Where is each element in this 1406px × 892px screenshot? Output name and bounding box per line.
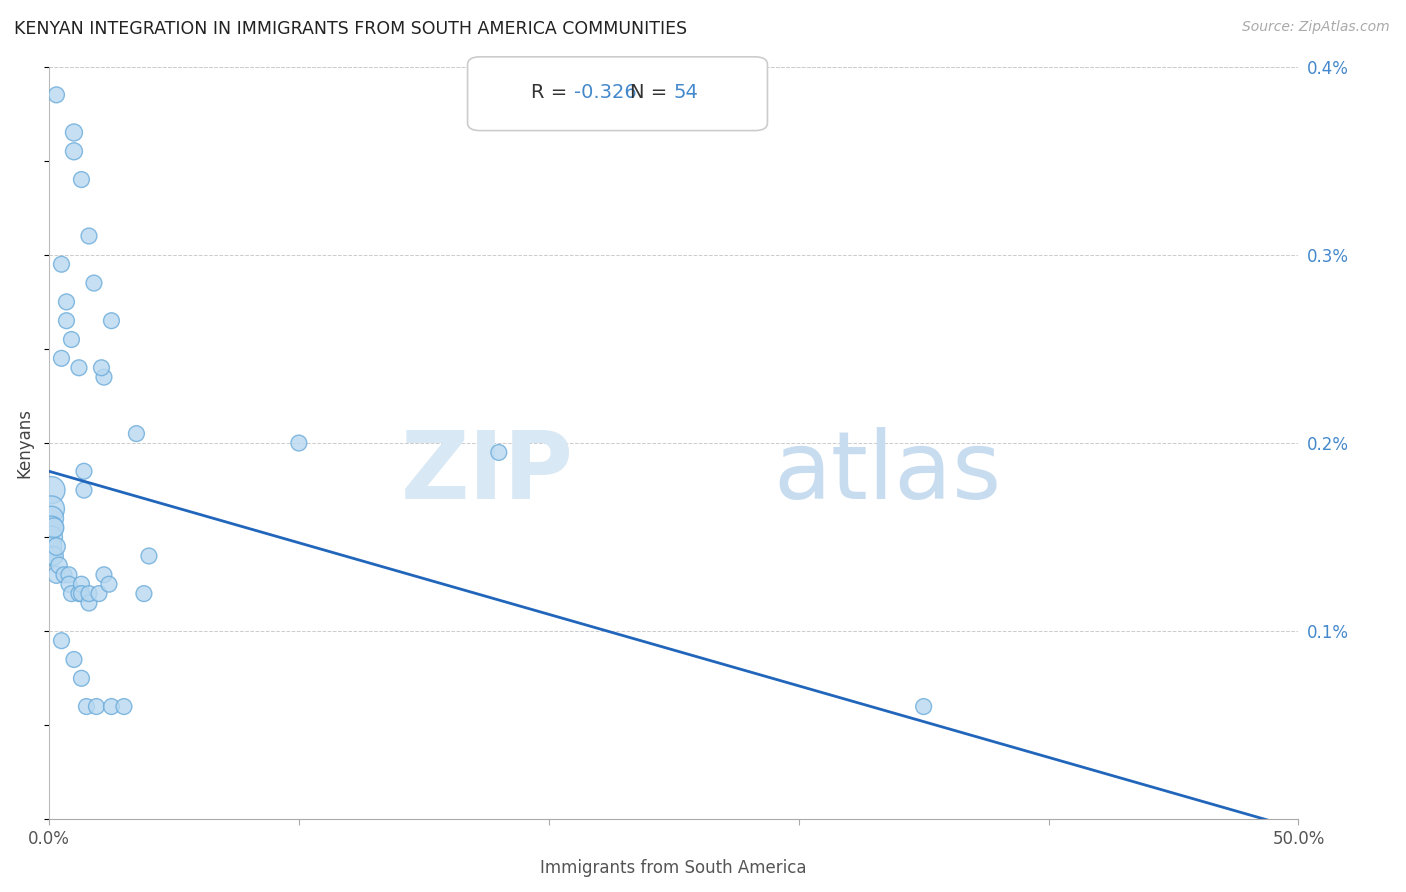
Point [45, 540, 67, 554]
Point [55, 294, 77, 309]
Y-axis label: Kenyans: Kenyans [15, 408, 32, 478]
Point [42, 521, 65, 535]
Text: atlas: atlas [773, 427, 1002, 519]
Point [288, 436, 311, 450]
Point [51, 633, 73, 648]
Point [75, 699, 97, 714]
Point [58, 577, 80, 591]
Text: Source: ZipAtlas.com: Source: ZipAtlas.com [1241, 20, 1389, 34]
Point [52, 567, 75, 582]
Point [90, 360, 112, 375]
Point [488, 445, 510, 459]
Text: ZIP: ZIP [401, 427, 574, 519]
Text: -0.326: -0.326 [574, 84, 637, 103]
Point [67, 360, 90, 375]
Point [51, 257, 73, 271]
Point [77, 229, 100, 244]
Point [51, 351, 73, 366]
Point [112, 699, 135, 714]
Point [60, 333, 83, 347]
Text: 54: 54 [673, 84, 699, 103]
Point [70, 671, 93, 685]
Point [132, 586, 155, 600]
Point [63, 145, 86, 159]
Point [42, 549, 65, 563]
Point [67, 586, 90, 600]
Point [41, 483, 63, 497]
Point [41, 511, 63, 525]
Point [63, 652, 86, 666]
Point [58, 567, 80, 582]
Point [93, 567, 115, 582]
Point [70, 577, 93, 591]
Point [41, 549, 63, 563]
Point [45, 87, 67, 102]
Point [87, 586, 110, 600]
Point [93, 370, 115, 384]
Point [48, 558, 70, 573]
Point [70, 586, 93, 600]
Point [45, 567, 67, 582]
Point [83, 276, 105, 290]
Point [138, 549, 160, 563]
Point [77, 586, 100, 600]
Text: R =: R = [531, 84, 574, 103]
X-axis label: Immigrants from South America: Immigrants from South America [540, 859, 807, 877]
Point [73, 464, 96, 478]
Point [60, 586, 83, 600]
Point [41, 530, 63, 544]
Point [73, 483, 96, 497]
FancyBboxPatch shape [468, 57, 768, 130]
Point [77, 596, 100, 610]
Point [97, 577, 120, 591]
Point [100, 314, 122, 328]
Text: N =: N = [630, 84, 673, 103]
Point [912, 699, 935, 714]
Point [55, 314, 77, 328]
Point [63, 126, 86, 140]
Point [41, 521, 63, 535]
Point [125, 426, 148, 441]
Text: KENYAN INTEGRATION IN IMMIGRANTS FROM SOUTH AMERICA COMMUNITIES: KENYAN INTEGRATION IN IMMIGRANTS FROM SO… [14, 20, 688, 37]
Point [41, 502, 63, 516]
Point [41, 540, 63, 554]
Point [70, 172, 93, 186]
Point [86, 699, 108, 714]
Point [100, 699, 122, 714]
